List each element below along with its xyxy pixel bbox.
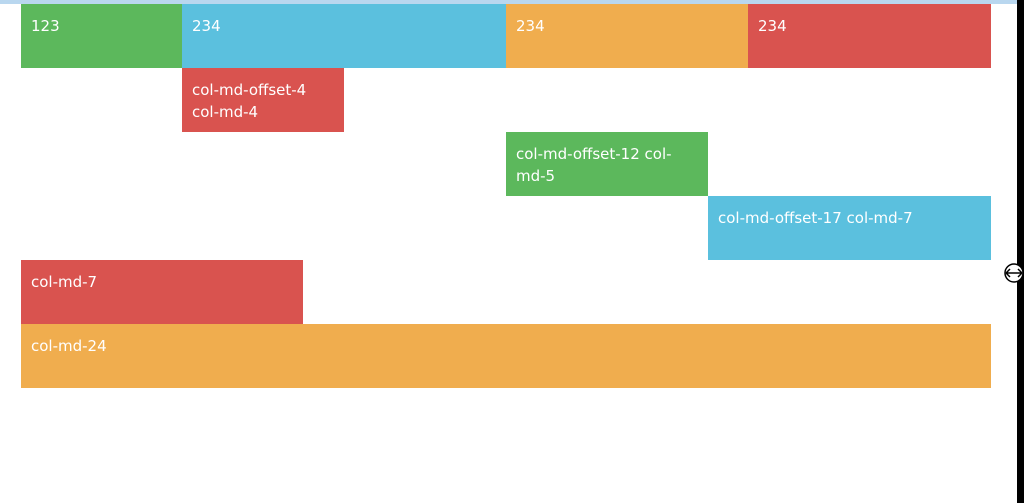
resize-cursor-icon	[1004, 263, 1024, 283]
grid-cell-col-24: col-md-24	[21, 324, 991, 388]
cell-label: 234	[516, 17, 545, 35]
grid-cell-offset-12-col-5: col-md-offset-12 col-md-5	[506, 132, 708, 196]
grid-cell-r1-c1: 123	[21, 4, 182, 68]
cell-label: col-md-offset-17 col-md-7	[718, 209, 913, 227]
cell-label: 123	[31, 17, 60, 35]
cell-label: col-md-24	[31, 337, 107, 355]
cell-label: col-md-offset-12 col-md-5	[516, 145, 672, 185]
cell-label: col-md-offset-4 col-md-4	[192, 81, 307, 121]
grid-cell-col-7: col-md-7	[21, 260, 303, 324]
cell-label: 234	[192, 17, 221, 35]
grid-cell-offset-4-col-4: col-md-offset-4 col-md-4	[182, 68, 344, 132]
grid-cell-offset-17-col-7: col-md-offset-17 col-md-7	[708, 196, 991, 260]
grid-cell-r1-c4: 234	[748, 4, 991, 68]
cell-label: 234	[758, 17, 787, 35]
grid-cell-r1-c3: 234	[506, 4, 748, 68]
grid-cell-r1-c2: 234	[182, 4, 506, 68]
cell-label: col-md-7	[31, 273, 98, 291]
window-right-edge	[1017, 0, 1024, 503]
browser-top-border	[0, 0, 1017, 4]
